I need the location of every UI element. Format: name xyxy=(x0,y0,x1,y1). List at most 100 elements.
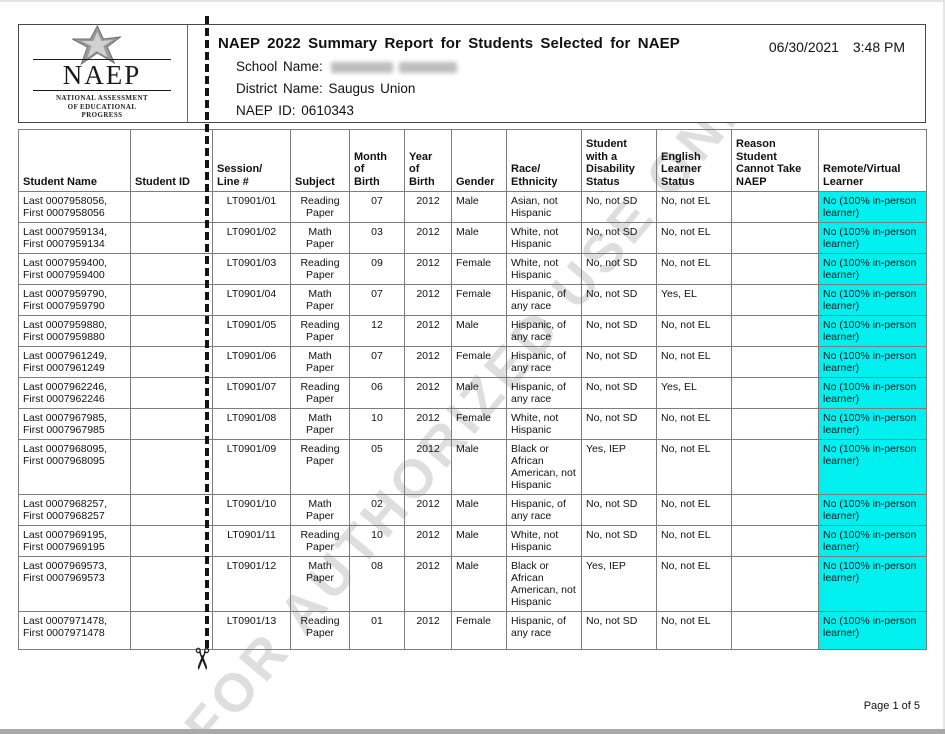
cell-remote_learner: No (100% in-person learner) xyxy=(818,315,927,347)
cell-reason_cannot_take xyxy=(731,284,819,316)
cell-student_name: Last 0007967985, First 0007967985 xyxy=(18,408,131,440)
cell-remote_learner: No (100% in-person learner) xyxy=(818,377,927,409)
cell-session_line: LT0901/07 xyxy=(212,377,291,409)
cell-month_of_birth: 06 xyxy=(349,377,405,409)
top-edge-divider xyxy=(0,0,945,2)
table-row: Last 0007959790, First 0007959790 LT0901/… xyxy=(18,284,927,316)
cell-el_status: No, not EL xyxy=(656,222,732,254)
cell-disability_status: No, not SD xyxy=(581,191,657,223)
cell-year_of_birth: 2012 xyxy=(404,525,452,557)
column-header-year_of_birth: Year of Birth xyxy=(404,129,452,192)
cell-subject: Math Paper xyxy=(290,494,350,526)
cell-month_of_birth: 07 xyxy=(349,191,405,223)
cell-student_id xyxy=(130,346,213,378)
cell-race_ethnicity: Hispanic, of any race xyxy=(506,346,582,378)
cell-race_ethnicity: White, not Hispanic xyxy=(506,253,582,285)
cell-remote_learner: No (100% in-person learner) xyxy=(818,346,927,378)
district-name-value: Saugus Union xyxy=(328,81,416,96)
cell-subject: Reading Paper xyxy=(290,253,350,285)
cell-reason_cannot_take xyxy=(731,439,819,495)
column-header-student_name: Student Name xyxy=(18,129,131,192)
cell-session_line: LT0901/02 xyxy=(212,222,291,254)
cell-reason_cannot_take xyxy=(731,222,819,254)
cell-el_status: No, not EL xyxy=(656,611,732,650)
cell-el_status: No, not EL xyxy=(656,556,732,612)
cell-disability_status: No, not SD xyxy=(581,222,657,254)
table-row: Last 0007967985, First 0007967985 LT0901/… xyxy=(18,408,927,440)
cell-el_status: No, not EL xyxy=(656,315,732,347)
cell-el_status: No, not EL xyxy=(656,253,732,285)
cell-race_ethnicity: Hispanic, of any race xyxy=(506,377,582,409)
cell-session_line: LT0901/01 xyxy=(212,191,291,223)
cell-race_ethnicity: Black or African American, not Hispanic xyxy=(506,439,582,495)
cell-student_id xyxy=(130,191,213,223)
cell-gender: Female xyxy=(451,284,507,316)
column-header-month_of_birth: Month of Birth xyxy=(349,129,405,192)
cell-gender: Male xyxy=(451,525,507,557)
cell-subject: Math Paper xyxy=(290,346,350,378)
cell-year_of_birth: 2012 xyxy=(404,408,452,440)
cell-session_line: LT0901/04 xyxy=(212,284,291,316)
cell-race_ethnicity: Hispanic, of any race xyxy=(506,315,582,347)
cell-race_ethnicity: White, not Hispanic xyxy=(506,525,582,557)
right-edge-divider xyxy=(943,0,945,734)
star-icon xyxy=(68,24,126,70)
cell-month_of_birth: 12 xyxy=(349,315,405,347)
cell-disability_status: No, not SD xyxy=(581,253,657,285)
cell-year_of_birth: 2012 xyxy=(404,346,452,378)
cell-student_name: Last 0007958056, First 0007958056 xyxy=(18,191,131,223)
table-row: Last 0007958056, First 0007958056 LT0901/… xyxy=(18,191,927,223)
cell-month_of_birth: 05 xyxy=(349,439,405,495)
cell-subject: Reading Paper xyxy=(290,315,350,347)
cell-session_line: LT0901/10 xyxy=(212,494,291,526)
report-date: 06/30/2021 xyxy=(768,39,839,55)
cell-year_of_birth: 2012 xyxy=(404,315,452,347)
cut-line xyxy=(205,16,209,648)
table-row: Last 0007968095, First 0007968095 LT0901/… xyxy=(18,439,927,495)
cell-student_id xyxy=(130,408,213,440)
cell-session_line: LT0901/09 xyxy=(212,439,291,495)
cell-reason_cannot_take xyxy=(731,494,819,526)
cell-student_name: Last 0007961249, First 0007961249 xyxy=(18,346,131,378)
bottom-bar xyxy=(0,729,945,734)
cell-gender: Male xyxy=(451,377,507,409)
cell-remote_learner: No (100% in-person learner) xyxy=(818,525,927,557)
cell-month_of_birth: 01 xyxy=(349,611,405,650)
school-name-label: School Name: xyxy=(236,59,323,74)
cell-race_ethnicity: Hispanic, of any race xyxy=(506,611,582,650)
cell-student_id xyxy=(130,556,213,612)
cell-year_of_birth: 2012 xyxy=(404,222,452,254)
cell-race_ethnicity: White, not Hispanic xyxy=(506,222,582,254)
cell-gender: Male xyxy=(451,494,507,526)
cell-reason_cannot_take xyxy=(731,525,819,557)
cell-remote_learner: No (100% in-person learner) xyxy=(818,191,927,223)
cell-disability_status: No, not SD xyxy=(581,284,657,316)
district-name-label: District Name: xyxy=(236,81,323,96)
column-header-disability_status: Student with a Disability Status xyxy=(581,129,657,192)
cell-el_status: No, not EL xyxy=(656,346,732,378)
cell-gender: Male xyxy=(451,191,507,223)
column-header-subject: Subject xyxy=(290,129,350,192)
table-row: Last 0007971478, First 0007971478 LT0901/… xyxy=(18,611,927,650)
cell-session_line: LT0901/13 xyxy=(212,611,291,650)
cell-el_status: No, not EL xyxy=(656,439,732,495)
cell-month_of_birth: 10 xyxy=(349,408,405,440)
cell-gender: Male xyxy=(451,222,507,254)
cell-student_id xyxy=(130,222,213,254)
cell-student_name: Last 0007969195, First 0007969195 xyxy=(18,525,131,557)
cell-el_status: No, not EL xyxy=(656,525,732,557)
cell-disability_status: No, not SD xyxy=(581,494,657,526)
cell-student_id xyxy=(130,439,213,495)
cell-subject: Reading Paper xyxy=(290,439,350,495)
cell-month_of_birth: 10 xyxy=(349,525,405,557)
cell-reason_cannot_take xyxy=(731,253,819,285)
cell-student_name: Last 0007959790, First 0007959790 xyxy=(18,284,131,316)
report-time: 3:48 PM xyxy=(852,39,905,55)
cell-disability_status: No, not SD xyxy=(581,525,657,557)
cell-subject: Math Paper xyxy=(290,408,350,440)
table-row: Last 0007959134, First 0007959134 LT0901/… xyxy=(18,222,927,254)
cell-el_status: No, not EL xyxy=(656,408,732,440)
cell-student_name: Last 0007968257, First 0007968257 xyxy=(18,494,131,526)
page-number: Page 1 of 5 xyxy=(863,700,920,712)
table-row: Last 0007962246, First 0007962246 LT0901/… xyxy=(18,377,927,409)
